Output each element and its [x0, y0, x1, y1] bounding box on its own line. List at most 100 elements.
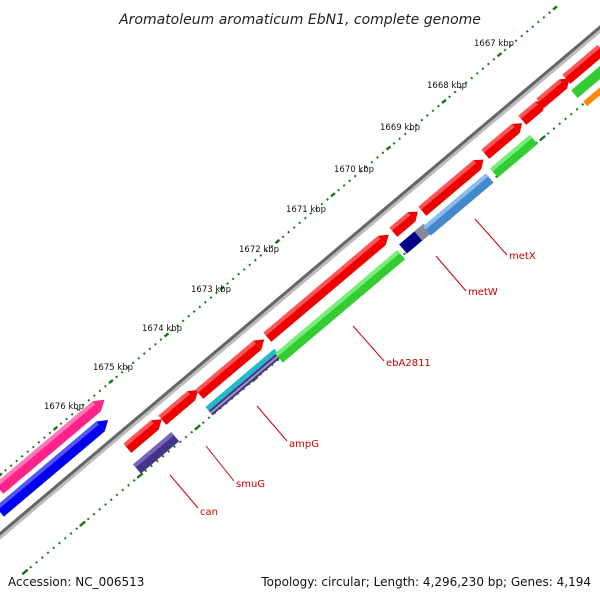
tick-mark [203, 300, 207, 304]
tick-mark [184, 435, 188, 439]
tick-mark [392, 142, 396, 145]
tick-mark [552, 5, 558, 11]
genome-summary: Topology: circular; Length: 4,296,230 bp… [260, 575, 591, 589]
gene-green-1[interactable] [490, 134, 538, 178]
tick-label-1670: 1670 kbp [334, 165, 374, 175]
gene-green-2[interactable] [571, 64, 600, 99]
tick-mark [161, 454, 165, 458]
tick-mark [564, 117, 567, 121]
tick-mark [281, 235, 285, 239]
tick-mark [403, 132, 407, 136]
tick-mark [520, 34, 524, 38]
tick-mark [503, 48, 507, 52]
tick-mark [31, 445, 35, 449]
gene-red-2[interactable] [518, 101, 544, 125]
tick-mark [542, 15, 546, 19]
tick-mark [437, 104, 440, 108]
tick-mark [127, 483, 130, 487]
tick-mark [163, 332, 170, 338]
tick-mark [226, 282, 229, 285]
tick-mark [569, 112, 573, 116]
tick-mark [403, 252, 406, 256]
tick-mark [75, 527, 79, 531]
gene-metW-arrow[interactable] [389, 212, 416, 237]
tick-mark [63, 536, 67, 540]
feature-pink[interactable] [0, 401, 101, 494]
tick-label-1669: 1669 kbp [380, 123, 420, 133]
tick-mark [375, 156, 379, 159]
tick-mark [98, 507, 102, 511]
tick-mark [298, 221, 302, 225]
tick-mark [69, 532, 73, 535]
tick-label-1672: 1672 kbp [239, 245, 279, 255]
gene-ampG-arrow[interactable] [195, 340, 262, 399]
reverse-strand-features [133, 64, 600, 474]
feature-blue[interactable] [0, 421, 105, 517]
tick-mark [192, 310, 196, 313]
label-metX[interactable]: metX [509, 251, 536, 262]
tick-mark [109, 498, 113, 502]
tick-mark [86, 517, 90, 521]
label-smuG[interactable]: smuG [236, 479, 265, 490]
tick-mark [552, 127, 556, 130]
gene-red-1[interactable] [481, 123, 520, 159]
gene-smuG[interactable] [205, 348, 278, 411]
tick-mark [201, 421, 205, 424]
tick-mark [121, 488, 125, 492]
tick-mark [453, 90, 457, 94]
tick-mark [148, 347, 152, 351]
tick-mark [29, 565, 33, 569]
tick-mark [178, 440, 182, 444]
tick-mark [207, 416, 211, 420]
tick-mark [108, 379, 114, 385]
tick-mark [459, 85, 463, 89]
label-can[interactable]: can [200, 507, 218, 518]
tick-mark [492, 57, 496, 61]
tick-mark [253, 258, 257, 262]
tick-mark [342, 184, 346, 187]
tick-mark [481, 67, 485, 71]
tick-mark [274, 238, 281, 245]
tick-mark [441, 98, 447, 104]
tick-mark [58, 541, 61, 545]
gene-can[interactable] [133, 432, 180, 474]
tick-mark [264, 249, 268, 253]
tick-mark [37, 440, 41, 444]
tick-mark [48, 431, 52, 435]
tick-label-1674: 1674 kbp [142, 324, 182, 334]
gene-red-3[interactable] [536, 79, 568, 108]
gene-red-4[interactable] [562, 44, 600, 84]
tick-mark [150, 464, 153, 468]
tick-mark [59, 422, 63, 426]
label-metW[interactable]: metW [468, 287, 498, 298]
tick-mark [26, 450, 30, 454]
tick-mark [115, 375, 118, 379]
tick-mark [531, 25, 535, 29]
tick-mark [87, 398, 91, 402]
tick-mark [425, 114, 429, 117]
gene-metX-arrow[interactable] [418, 160, 482, 216]
tick-mark [548, 11, 551, 15]
tick-mark [496, 52, 503, 58]
label-ampG[interactable]: ampG [289, 439, 319, 450]
tick-mark [558, 122, 562, 126]
tick-mark [132, 479, 136, 482]
gene-smuG-arrow[interactable] [158, 391, 196, 425]
gene-metX[interactable] [423, 173, 494, 236]
tick-mark [9, 464, 13, 468]
tick-mark [153, 342, 157, 346]
gene-ebA2811[interactable] [275, 250, 406, 363]
label-ebA2811[interactable]: ebA2811 [386, 358, 431, 369]
tick-mark [187, 314, 191, 318]
tick-mark [420, 118, 424, 122]
tick-mark [126, 366, 130, 369]
gene-labels: metX metW ebA2811 ampG smuG can [169, 218, 536, 518]
tick-mark [52, 425, 59, 431]
tick-mark [65, 417, 69, 421]
feature-orange[interactable] [583, 80, 600, 107]
tick-mark [142, 352, 146, 355]
gene-ebA2811-arrow[interactable] [263, 235, 386, 342]
gene-can-arrow[interactable] [123, 420, 159, 453]
tick-mark [237, 272, 241, 276]
tick-labels: 1667 kbp 1668 kbp 1669 kbp 1670 kbp 1671… [44, 39, 514, 412]
